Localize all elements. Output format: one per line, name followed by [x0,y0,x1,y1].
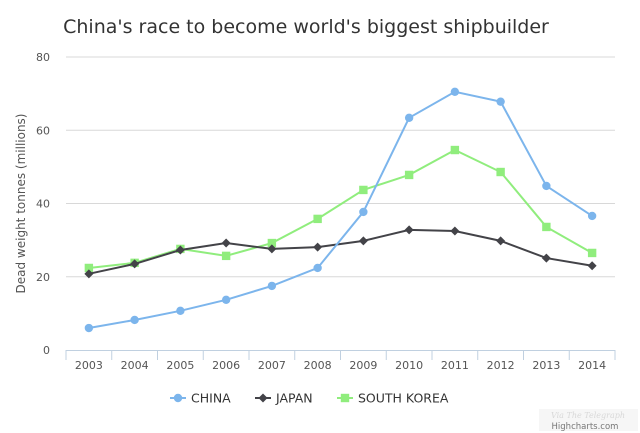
data-point[interactable] [175,245,185,255]
series-group [84,87,597,333]
x-tick-label: 2013 [532,359,560,372]
x-tick-label: 2006 [212,359,240,372]
data-point[interactable] [313,242,323,252]
legend-item-japan[interactable]: JAPAN [255,391,313,406]
data-point[interactable] [84,269,94,279]
x-tick-label: 2005 [166,359,194,372]
data-point[interactable] [313,214,322,224]
legend-label: JAPAN [275,391,313,406]
credits: Via The Telegraph Highcharts.com [539,409,638,432]
data-point[interactable] [313,263,322,273]
y-tick-label: 40 [36,198,50,211]
data-point[interactable] [587,211,597,221]
y-tick-label: 0 [43,344,50,357]
data-point[interactable] [84,263,94,273]
y-tick-label: 80 [36,51,50,64]
data-point[interactable] [221,251,231,261]
data-point[interactable] [221,295,231,305]
legend-label: CHINA [191,391,231,406]
data-point[interactable] [404,225,414,235]
data-point[interactable] [404,170,414,180]
data-point[interactable] [450,226,460,236]
data-point[interactable] [587,248,597,258]
series-china [84,87,597,333]
legend-symbol-icon [173,393,183,403]
data-point[interactable] [496,97,505,106]
x-tick-label: 2003 [75,359,103,372]
x-tick-label: 2014 [578,359,606,372]
y-axis-label: Dead weight tonnes (millions) [14,114,28,294]
data-point[interactable] [450,87,460,96]
data-point[interactable] [84,323,94,333]
credits-source: Via The Telegraph [551,411,625,420]
legend-label: SOUTH KOREA [358,391,449,406]
data-point[interactable] [542,222,551,232]
data-point[interactable] [176,306,185,316]
x-tick-label: 2009 [349,359,377,372]
chart-title: China's race to become world's biggest s… [63,16,549,38]
legend-item-south-korea[interactable]: SOUTH KOREA [337,391,449,406]
x-tick-label: 2004 [121,359,149,372]
data-point[interactable] [267,244,277,254]
legend-symbol-icon [340,393,350,403]
x-tick-label: 2011 [441,359,469,372]
x-axis: 2003 2004 2005 2006 2007 2008 2009 2010 2011 2012… [65,350,616,372]
grid-lines [66,56,615,278]
data-point[interactable] [404,113,414,122]
legend-symbol-icon [258,393,268,403]
data-point[interactable] [359,185,368,195]
legend: CHINA JAPAN SOUTH KOREA [170,391,449,406]
data-point[interactable] [542,181,551,191]
data-point[interactable] [359,207,368,217]
x-tick-label: 2007 [258,359,286,372]
data-point[interactable] [587,261,597,271]
data-point[interactable] [130,315,139,325]
data-point[interactable] [496,167,505,177]
data-point[interactable] [267,238,277,248]
series-line[interactable] [88,228,593,275]
y-tick-label: 20 [36,271,50,284]
credits-background [539,409,638,431]
x-tick-label: 2010 [395,359,423,372]
series-south-korea [84,145,597,273]
series-line[interactable] [88,148,593,269]
data-point[interactable] [130,259,140,269]
legend-item-china[interactable]: CHINA [170,391,231,406]
data-point[interactable] [267,281,277,291]
x-tick-label: 2008 [304,359,332,372]
series-japan [84,225,597,279]
series-line[interactable] [88,90,593,330]
y-axis-ticks: 0 20 40 60 80 [36,51,50,357]
credits-link[interactable]: Highcharts.com [552,422,619,432]
data-point[interactable] [221,238,231,248]
x-tick-label: 2012 [487,359,515,372]
y-tick-label: 60 [36,124,50,137]
data-point[interactable] [496,236,506,246]
data-point[interactable] [450,145,460,155]
data-point[interactable] [358,236,368,246]
data-point[interactable] [541,253,551,263]
